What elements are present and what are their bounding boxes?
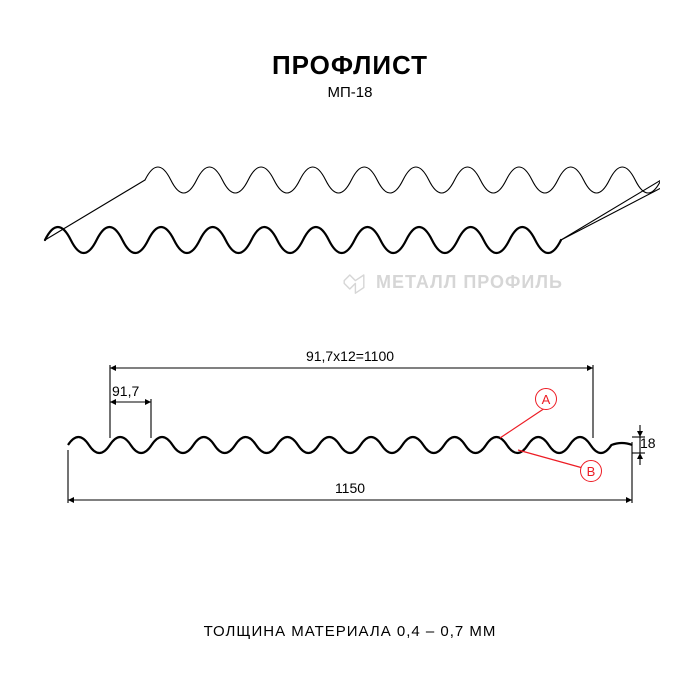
watermark: МЕТАЛЛ ПРОФИЛЬ bbox=[340, 268, 563, 296]
watermark-text: МЕТАЛЛ ПРОФИЛЬ bbox=[376, 272, 563, 293]
dim-bottom-overall: 1150 bbox=[40, 480, 660, 496]
isometric-view bbox=[40, 130, 660, 290]
marker-a: A bbox=[535, 388, 557, 410]
dim-pitch: 91,7 bbox=[112, 383, 139, 399]
page-title: ПРОФЛИСТ bbox=[0, 50, 700, 81]
cross-section-view: 91,7х12=1100 91,7 1150 18 A B bbox=[40, 350, 660, 530]
page-subtitle: МП-18 bbox=[0, 84, 700, 101]
footer-note: ТОЛЩИНА МАТЕРИАЛА 0,4 – 0,7 ММ bbox=[0, 623, 700, 640]
watermark-icon bbox=[340, 268, 368, 296]
marker-b: B bbox=[580, 460, 602, 482]
dim-top-overall: 91,7х12=1100 bbox=[40, 348, 660, 364]
diagram-page: ПРОФЛИСТ МП-18 МЕТАЛЛ ПРОФИЛЬ 91,7х12=11… bbox=[0, 0, 700, 700]
dim-height: 18 bbox=[640, 435, 656, 451]
